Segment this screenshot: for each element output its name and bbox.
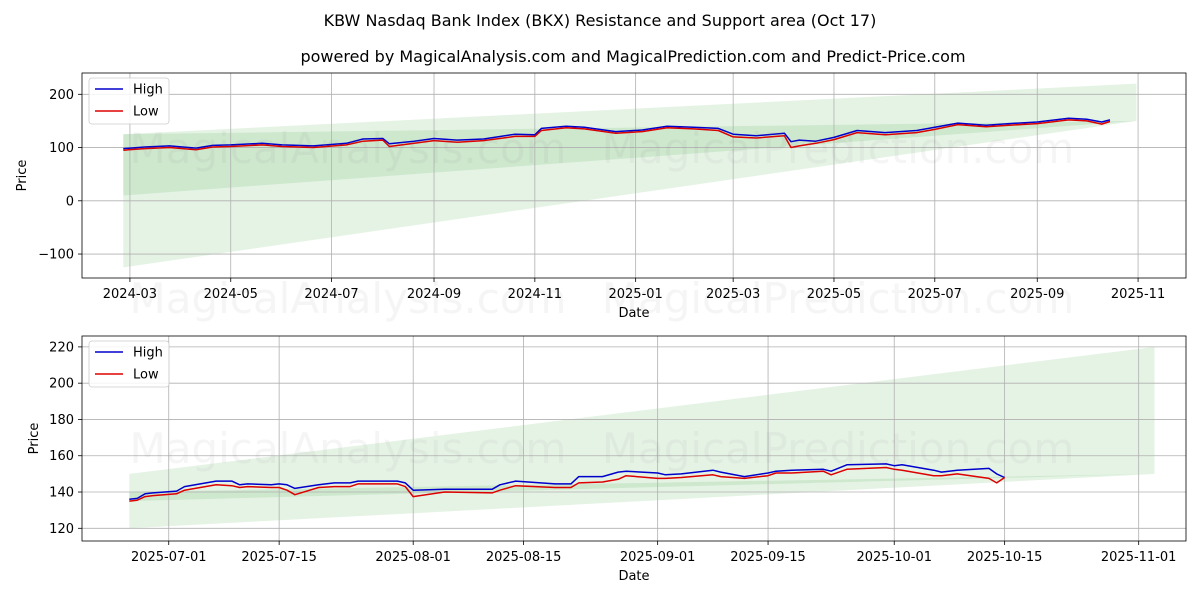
y-axis-label: Price [15, 160, 30, 192]
series-high-line [129, 463, 1005, 501]
x-tick-label: 2025-10-01 [856, 550, 932, 565]
series-low-line [123, 119, 1111, 151]
series-low-line [129, 466, 1006, 502]
chart-subtitle: powered by MagicalAnalysis.com and Magic… [300, 47, 965, 66]
prediction-band-1 [129, 346, 1155, 502]
bottom-chart-axes: 2025-07-01 2025-07-15 2025-08-01 2025-08-15… [27, 335, 1187, 584]
legend: High Low [88, 77, 170, 125]
watermark-layer: MagicalAnalysis.com MagicalPrediction.co… [130, 124, 1075, 473]
x-tick-label: 2025-09 [1010, 287, 1064, 302]
legend-label-low: Low [133, 368, 159, 383]
y-tick-label: 160 [49, 449, 74, 464]
x-tick-label: 2024-05 [204, 287, 258, 302]
x-tick-label: 2025-05 [807, 287, 861, 302]
y-tick-label: 180 [49, 413, 74, 428]
y-tick-label: 200 [49, 377, 74, 392]
y-tick-label: 0 [66, 194, 74, 209]
y-tick-label: 100 [49, 141, 74, 156]
x-axis-label: Date [618, 306, 649, 321]
x-tick-label: 2024-03 [103, 287, 157, 302]
x-tick-label: 2025-09-01 [620, 550, 696, 565]
legend: High Low [88, 340, 170, 388]
watermark-prediction-top: MagicalPrediction.com [602, 124, 1075, 173]
y-tick-label: 220 [49, 340, 74, 355]
x-tick-label: 2025-08-01 [375, 550, 451, 565]
x-tick-label: 2025-01 [608, 287, 662, 302]
prediction-band-2 [129, 473, 1155, 529]
y-tick-label: −100 [38, 248, 74, 263]
axes-frame [81, 335, 1187, 542]
y-tick-label: 200 [49, 88, 74, 103]
x-tick-label: 2024-11 [508, 287, 562, 302]
prediction-band-2 [123, 120, 1137, 268]
watermark-analysis-bottom: MagicalAnalysis.com [130, 424, 567, 473]
watermark-analysis-top: MagicalAnalysis.com [130, 124, 567, 173]
x-tick-label: 2025-11 [1111, 287, 1165, 302]
watermark-prediction-middle: MagicalPrediction.com [602, 274, 1075, 323]
x-tick-label: 2025-10-15 [967, 550, 1043, 565]
watermark-prediction-bottom: MagicalPrediction.com [602, 424, 1075, 473]
legend-label-high: High [133, 83, 163, 98]
x-tick-label: 2025-08-15 [486, 550, 562, 565]
prediction-band-1 [123, 83, 1137, 196]
x-tick-label: 2024-07 [304, 287, 358, 302]
x-tick-label: 2024-09 [407, 287, 461, 302]
y-tick-label: 120 [49, 522, 74, 537]
x-tick-label: 2025-07 [908, 287, 962, 302]
x-tick-label: 2025-03 [706, 287, 760, 302]
y-axis-label: Price [27, 423, 42, 455]
x-axis-label: Date [618, 569, 649, 584]
x-tick-label: 2025-09-15 [730, 550, 806, 565]
x-tick-label: 2025-07-15 [241, 550, 317, 565]
x-tick-label: 2025-07-01 [131, 550, 207, 565]
watermark-analysis-middle: MagicalAnalysis.com [130, 274, 567, 323]
x-tick-label: 2025-11-01 [1101, 550, 1177, 565]
legend-label-low: Low [133, 105, 159, 120]
y-tick-label: 140 [49, 486, 74, 501]
legend-label-high: High [133, 346, 163, 361]
top-chart-axes: 2024-03 2024-05 2024-07 2024-09 2024-11 2025-… [15, 72, 1187, 321]
series-high-line [123, 117, 1111, 150]
chart-title: KBW Nasdaq Bank Index (BKX) Resistance a… [324, 11, 877, 30]
axes-frame [81, 72, 1187, 279]
